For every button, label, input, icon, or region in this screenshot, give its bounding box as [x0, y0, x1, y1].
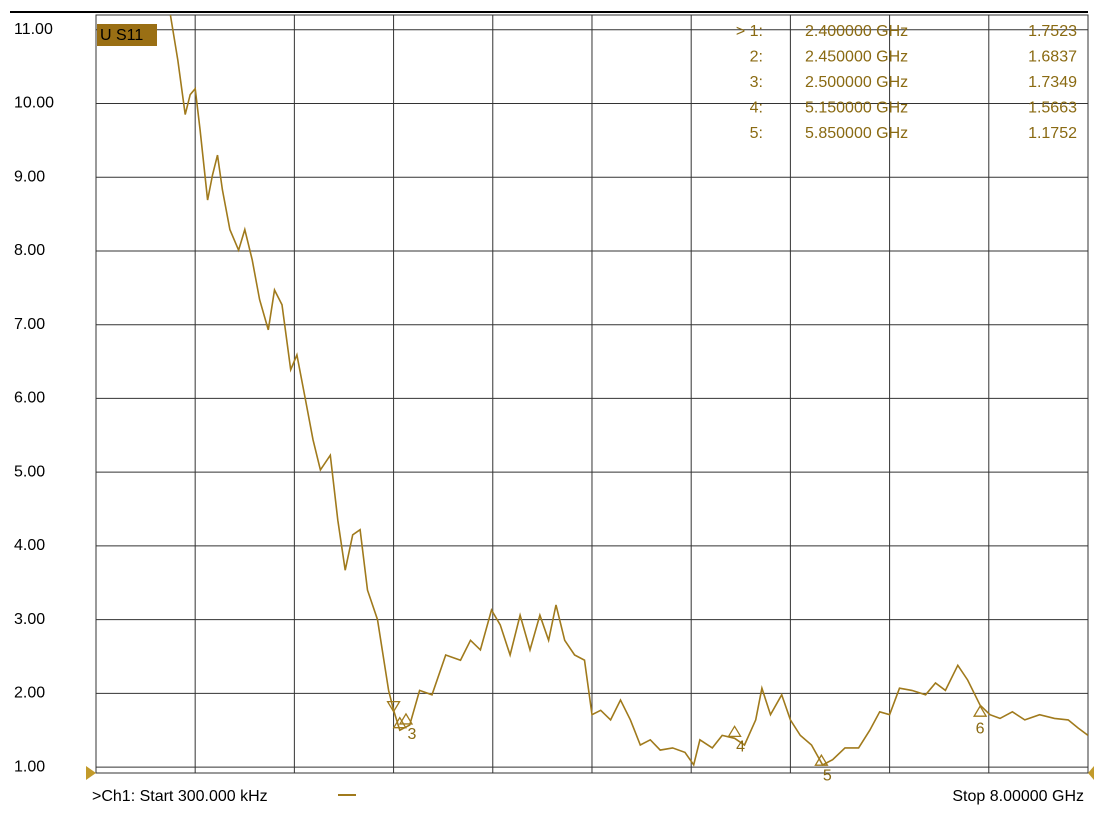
trace [169, 15, 1088, 767]
marker-frequency: 2.450000 GHz [805, 49, 908, 66]
y-tick-label: 9.00 [14, 168, 45, 185]
marker-triangle [386, 700, 401, 713]
y-tick-label: 2.00 [14, 685, 45, 702]
marker-triangle [814, 753, 829, 766]
stop-label: Stop 8.00000 GHz [952, 788, 1084, 805]
trace-label-box [97, 24, 157, 46]
marker-tag: 5 [823, 767, 832, 784]
marker-id: > 1: [736, 23, 763, 40]
y-tick-label: 7.00 [14, 316, 45, 333]
start-pointer [86, 766, 96, 780]
marker-frequency: 5.150000 GHz [805, 100, 908, 117]
marker-id: 5: [750, 125, 763, 142]
y-tick-label: 3.00 [14, 611, 45, 628]
marker-frequency: 2.400000 GHz [805, 23, 908, 40]
marker-value: 1.7523 [1028, 23, 1077, 40]
y-tick-label: 5.00 [14, 463, 45, 480]
marker-id: 3: [750, 74, 763, 91]
y-tick-label: 4.00 [14, 537, 45, 554]
y-tick-label: 6.00 [14, 390, 45, 407]
y-tick-label: 11.00 [14, 21, 53, 38]
marker-triangle [727, 725, 742, 737]
marker-tag: 4 [736, 739, 745, 756]
marker-value: 1.1752 [1028, 125, 1077, 142]
y-tick-label: 8.00 [14, 242, 45, 259]
marker-value: 1.7349 [1028, 74, 1077, 91]
marker-triangle [392, 716, 407, 729]
stop-pointer [1088, 766, 1094, 780]
marker-id: 4: [750, 100, 763, 117]
start-label: >Ch1: Start 300.000 kHz [92, 788, 268, 805]
marker-value: 1.6837 [1028, 49, 1077, 66]
marker-frequency: 2.500000 GHz [805, 74, 908, 91]
marker-tag: 6 [976, 720, 985, 737]
marker-triangle [398, 712, 414, 725]
marker-triangle [972, 704, 988, 717]
y-tick-label: 10.00 [14, 95, 54, 112]
marker-tag: 3 [408, 726, 417, 743]
marker-value: 1.5663 [1028, 100, 1077, 117]
marker-id: 2: [750, 49, 763, 66]
trace-label: U S11 [100, 27, 143, 44]
marker-frequency: 5.850000 GHz [805, 125, 908, 142]
y-tick-label: 1.00 [14, 758, 45, 775]
